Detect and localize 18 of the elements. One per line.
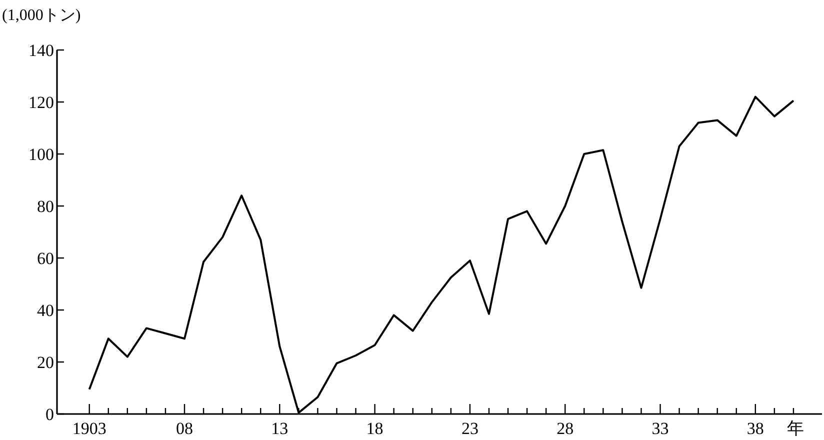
y-tick-label: 80 [37, 197, 54, 216]
y-tick-label: 100 [28, 145, 54, 164]
y-tick-label: 40 [37, 301, 54, 320]
xlabel: 年 [786, 419, 804, 438]
x-tick-label: 23 [461, 419, 478, 438]
x-tick-label: 33 [652, 419, 669, 438]
y-tick-label: 140 [28, 41, 54, 60]
x-tick-label: 28 [556, 419, 574, 438]
y-tick-label: 120 [28, 93, 54, 112]
ylabel: (1,000トン) [2, 7, 81, 24]
x-tick-label: 38 [746, 419, 764, 438]
y-tick-label: 0 [46, 405, 54, 424]
y-tick-label: 20 [37, 353, 54, 372]
x-tick-label: 08 [176, 419, 193, 438]
x-tick-label: 1903 [72, 419, 106, 438]
x-tick-label: 13 [271, 419, 288, 438]
x-tick-label: 18 [366, 419, 384, 438]
y-tick-label: 60 [37, 249, 54, 268]
